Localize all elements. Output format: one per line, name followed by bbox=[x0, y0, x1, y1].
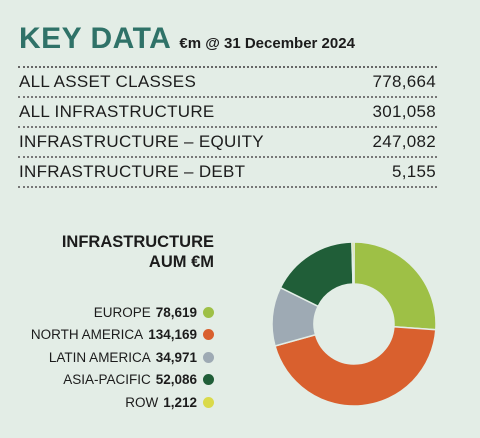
legend-swatch bbox=[203, 374, 214, 386]
legend-swatch bbox=[203, 351, 214, 363]
legend-label: LATIN AMERICA bbox=[48, 349, 151, 365]
key-data-value: 301,058 bbox=[372, 102, 436, 121]
legend-value: 134,169 bbox=[148, 327, 197, 343]
legend-item: NORTH AMERICA 134,169 bbox=[31, 324, 214, 347]
key-data-table: ALL ASSET CLASSES 778,664 ALL INFRASTRUC… bbox=[18, 66, 437, 188]
chart-title-line-2: AUM €M bbox=[148, 253, 214, 271]
key-data-row: ALL INFRASTRUCTURE 301,058 bbox=[18, 98, 437, 128]
legend-label: ROW bbox=[125, 394, 159, 410]
key-data-row: ALL ASSET CLASSES 778,664 bbox=[18, 68, 437, 98]
legend-swatch bbox=[203, 306, 214, 318]
key-data-label: INFRASTRUCTURE – EQUITY bbox=[19, 132, 264, 151]
key-data-row: INFRASTRUCTURE – DEBT 5,155 bbox=[18, 158, 437, 188]
legend-item: EUROPE 78,619 bbox=[31, 301, 214, 324]
key-data-value: 778,664 bbox=[372, 72, 436, 91]
legend-item: LATIN AMERICA 34,971 bbox=[31, 346, 214, 369]
key-data-label: INFRASTRUCTURE – DEBT bbox=[19, 162, 246, 181]
legend-item: ASIA-PACIFIC 52,086 bbox=[31, 369, 214, 392]
key-data-label: ALL ASSET CLASSES bbox=[19, 72, 197, 91]
key-data-value: 247,082 bbox=[372, 132, 436, 151]
legend-label: ASIA-PACIFIC bbox=[63, 372, 151, 388]
key-data-row: INFRASTRUCTURE – EQUITY 247,082 bbox=[18, 128, 437, 158]
page-title: KEY DATA bbox=[19, 22, 172, 55]
header: KEY DATA €m @ 31 December 2024 bbox=[19, 22, 355, 56]
legend-value: 34,971 bbox=[155, 349, 197, 365]
legend-label: EUROPE bbox=[93, 304, 151, 320]
legend-item: ROW 1,212 bbox=[31, 391, 214, 414]
donut-slice-north-america bbox=[274, 325, 437, 407]
donut-chart bbox=[271, 241, 437, 407]
legend-value: 52,086 bbox=[155, 372, 197, 388]
donut-slice-europe bbox=[353, 241, 437, 331]
legend-swatch bbox=[203, 396, 214, 408]
chart-title: INFRASTRUCTURE AUM €M bbox=[40, 232, 214, 272]
legend-swatch bbox=[203, 329, 214, 341]
chart-legend: EUROPE 78,619 NORTH AMERICA 134,169 LATIN AM… bbox=[31, 301, 214, 414]
donut-slice-row bbox=[351, 241, 355, 285]
legend-value: 78,619 bbox=[155, 304, 197, 320]
key-data-label: ALL INFRASTRUCTURE bbox=[19, 102, 215, 121]
legend-value: 1,212 bbox=[163, 394, 197, 410]
key-data-value: 5,155 bbox=[391, 162, 436, 181]
legend-label: NORTH AMERICA bbox=[30, 327, 144, 343]
page-subtitle: €m @ 31 December 2024 bbox=[179, 35, 355, 52]
chart-title-line-1: INFRASTRUCTURE bbox=[61, 233, 214, 251]
